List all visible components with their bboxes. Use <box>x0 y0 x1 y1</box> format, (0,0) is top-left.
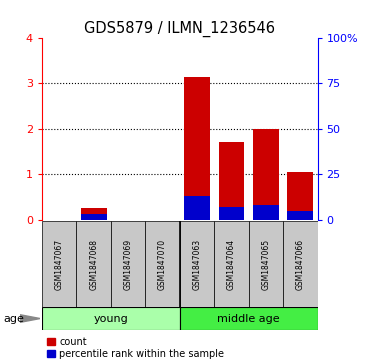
Polygon shape <box>20 315 40 322</box>
Text: GSM1847065: GSM1847065 <box>261 238 270 290</box>
Bar <box>184 196 210 220</box>
Text: GSM1847067: GSM1847067 <box>55 238 64 290</box>
Bar <box>81 208 107 220</box>
Text: GSM1847064: GSM1847064 <box>227 238 236 290</box>
Legend: count, percentile rank within the sample: count, percentile rank within the sample <box>47 337 224 359</box>
Text: middle age: middle age <box>217 314 280 323</box>
Bar <box>145 221 180 307</box>
Bar <box>283 221 318 307</box>
Bar <box>180 307 318 330</box>
Bar <box>219 142 244 220</box>
Text: GSM1847069: GSM1847069 <box>124 238 132 290</box>
Bar <box>111 221 145 307</box>
Bar <box>253 129 279 220</box>
Bar <box>76 221 111 307</box>
Text: young: young <box>93 314 128 323</box>
Title: GDS5879 / ILMN_1236546: GDS5879 / ILMN_1236546 <box>84 21 275 37</box>
Text: GSM1847068: GSM1847068 <box>89 238 98 290</box>
Bar <box>42 307 180 330</box>
Bar <box>219 207 244 220</box>
Bar <box>81 214 107 220</box>
Bar <box>253 205 279 220</box>
Text: GSM1847063: GSM1847063 <box>192 238 201 290</box>
Bar <box>287 211 313 220</box>
Text: GSM1847066: GSM1847066 <box>296 238 305 290</box>
Bar <box>42 221 76 307</box>
Bar <box>180 221 214 307</box>
Text: age: age <box>4 314 24 323</box>
Bar <box>249 221 283 307</box>
Bar <box>214 221 249 307</box>
Bar <box>287 172 313 220</box>
Bar <box>184 77 210 220</box>
Text: GSM1847070: GSM1847070 <box>158 238 167 290</box>
